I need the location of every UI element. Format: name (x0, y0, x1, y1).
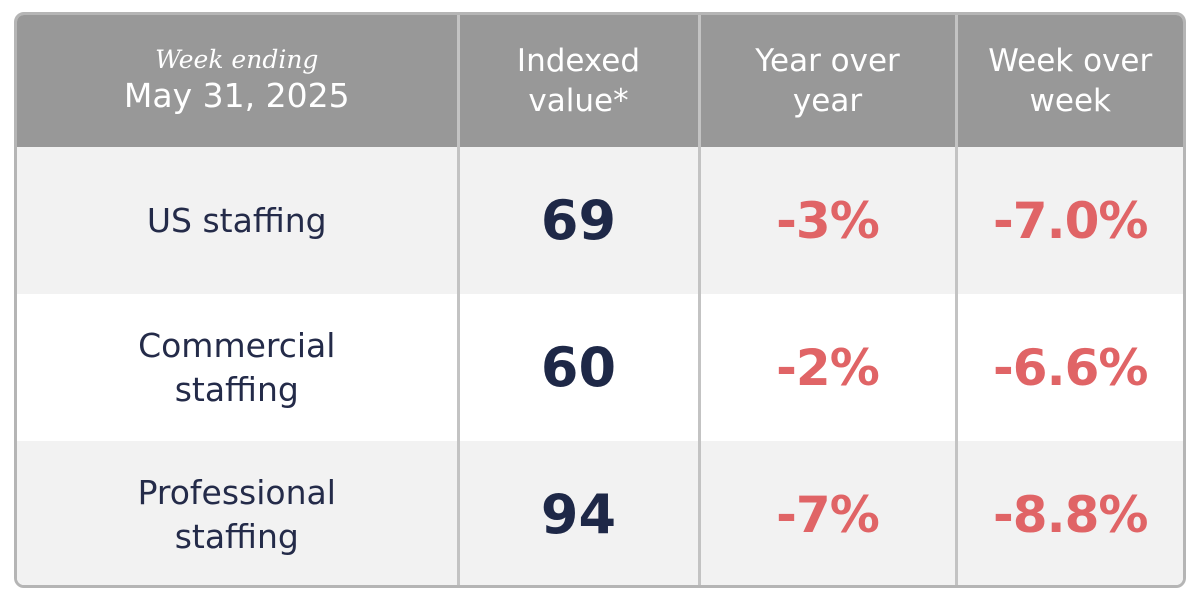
table-row-us-staffing: US staffing 69 -3% -7.0% (17, 147, 1183, 294)
year-over-year-change: -3% (697, 147, 956, 294)
year-over-year-header: Year over year (697, 15, 956, 147)
staffing-index-table: Week ending May 31, 2025 Indexed value* … (17, 15, 1183, 585)
week-ending-date: May 31, 2025 (123, 76, 350, 115)
indexed-value: 60 (456, 294, 699, 441)
table-row-professional-staffing: Professional staffing 94 -7% -8.8% (17, 441, 1183, 585)
year-over-year-header-label: Year over year (755, 43, 900, 119)
indexed-value: 69 (456, 147, 699, 294)
week-ending-label: Week ending (155, 45, 319, 74)
week-over-week-change: -8.8% (954, 441, 1183, 585)
week-over-week-header: Week over week (954, 15, 1183, 147)
year-over-year-change: -2% (697, 294, 956, 441)
row-name: Commercial staffing (17, 294, 458, 441)
row-name: Professional staffing (17, 441, 458, 585)
week-over-week-change: -6.6% (954, 294, 1183, 441)
week-over-week-header-label: Week over week (988, 43, 1153, 119)
staffing-index-table-card: Week ending May 31, 2025 Indexed value* … (14, 12, 1186, 588)
week-ending-header: Week ending May 31, 2025 (17, 15, 458, 147)
table-row-commercial-staffing: Commercial staffing 60 -2% -6.6% (17, 294, 1183, 441)
indexed-value: 94 (456, 441, 699, 585)
table-header-row: Week ending May 31, 2025 Indexed value* … (17, 15, 1183, 147)
indexed-value-header-label: Indexed value* (516, 43, 641, 119)
year-over-year-change: -7% (697, 441, 956, 585)
row-name: US staffing (17, 147, 458, 294)
indexed-value-header: Indexed value* (456, 15, 699, 147)
week-over-week-change: -7.0% (954, 147, 1183, 294)
